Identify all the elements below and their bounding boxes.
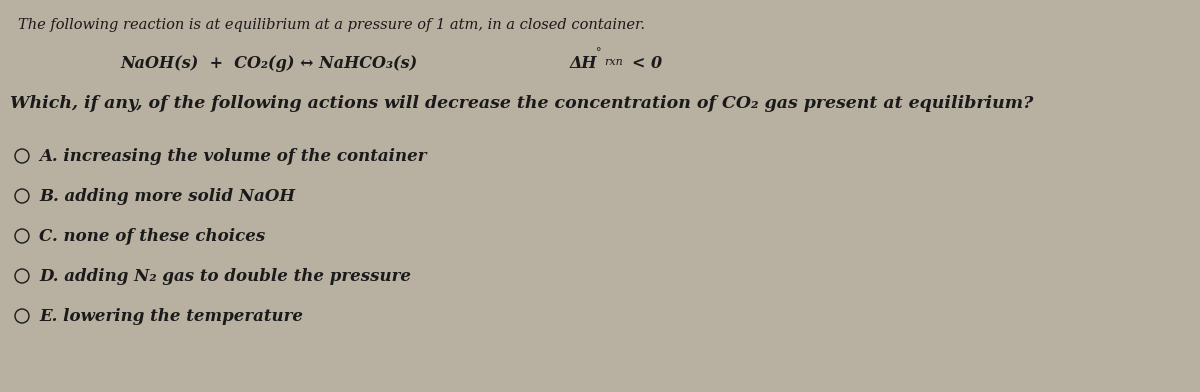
Text: < 0: < 0 [632, 55, 662, 72]
Text: Which, if any, of the following actions will decrease the concentration of CO₂ g: Which, if any, of the following actions … [10, 95, 1033, 112]
Text: ΔH: ΔH [570, 55, 598, 72]
Text: rxn: rxn [604, 57, 623, 67]
Text: NaOH(s)  +  CO₂(g) ↔ NaHCO₃(s): NaOH(s) + CO₂(g) ↔ NaHCO₃(s) [120, 55, 418, 72]
Text: C. none of these choices: C. none of these choices [38, 228, 265, 245]
Text: The following reaction is at equilibrium at a pressure of 1 atm, in a closed con: The following reaction is at equilibrium… [18, 18, 646, 32]
Text: D. adding N₂ gas to double the pressure: D. adding N₂ gas to double the pressure [38, 268, 410, 285]
Text: °: ° [596, 48, 601, 58]
Text: E. lowering the temperature: E. lowering the temperature [38, 308, 302, 325]
Text: A. increasing the volume of the container: A. increasing the volume of the containe… [38, 148, 426, 165]
Text: B. adding more solid NaOH: B. adding more solid NaOH [38, 188, 295, 205]
